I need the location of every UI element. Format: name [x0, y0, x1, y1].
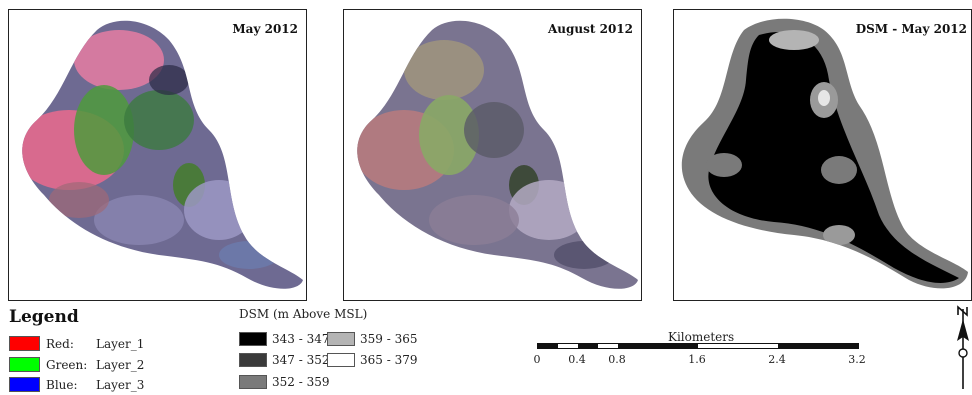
may-2012-image [22, 20, 304, 289]
dsm-swatch [327, 353, 355, 367]
dsm-class-1: 343 - 347 [239, 332, 330, 346]
legend-band-green: Green: Layer_2 [9, 357, 144, 372]
map-panel-dsm-may-2012: DSM - May 2012 [673, 9, 972, 301]
scale-segment [778, 344, 858, 348]
dsm-class-3: 352 - 359 [239, 375, 330, 389]
red-swatch [9, 336, 40, 351]
band-label: Green: [46, 357, 88, 372]
dsm-swatch [327, 332, 355, 346]
dsm-class-4: 359 - 365 [327, 332, 418, 346]
band-value: Layer_1 [96, 336, 145, 351]
panel-title: May 2012 [232, 22, 298, 36]
dsm-class-2: 347 - 352 [239, 353, 330, 367]
blue-swatch [9, 377, 40, 392]
scale-bar-title: Kilometers [668, 330, 735, 344]
band-label: Blue: [46, 377, 78, 392]
scale-segment [558, 344, 578, 348]
north-arrow-icon [955, 305, 971, 395]
scale-segment [578, 344, 598, 348]
scale-segment [698, 344, 778, 348]
scale-bar [537, 343, 859, 349]
band-label: Red: [46, 336, 74, 351]
dsm-range: 343 - 347 [272, 332, 330, 346]
dsm-legend-title: DSM (m Above MSL) [239, 307, 368, 321]
scale-segment [598, 344, 618, 348]
dsm-range: 352 - 359 [272, 375, 330, 389]
map-panel-august-2012: August 2012 [343, 9, 642, 301]
scale-tick-label: 2.4 [768, 353, 786, 366]
dsm-range: 347 - 352 [272, 353, 330, 367]
scale-tick-label: 3.2 [848, 353, 866, 366]
band-value: Layer_3 [96, 377, 145, 392]
panel-title: August 2012 [547, 22, 633, 36]
legend-band-blue: Blue: Layer_3 [9, 377, 144, 392]
scale-tick-label: 1.6 [688, 353, 706, 366]
panel-title: DSM - May 2012 [855, 22, 967, 36]
dsm-range: 359 - 365 [360, 332, 418, 346]
dsm-swatch [239, 375, 267, 389]
scale-segment [538, 344, 558, 348]
green-swatch [9, 357, 40, 372]
legend-band-red: Red: Layer_1 [9, 336, 144, 351]
map-panel-may-2012: May 2012 [8, 9, 307, 301]
scale-tick-label: 0.4 [568, 353, 586, 366]
scale-segment [618, 344, 698, 348]
scale-tick-label: 0 [533, 353, 541, 366]
band-value: Layer_2 [96, 357, 145, 372]
scale-tick-label: 0.8 [608, 353, 626, 366]
dsm-range: 365 - 379 [360, 353, 418, 367]
dsm-swatch [239, 332, 267, 346]
dsm-swatch [239, 353, 267, 367]
dsm-image [681, 18, 969, 289]
august-2012-image [357, 20, 639, 289]
dsm-class-5: 365 - 379 [327, 353, 418, 367]
legend-title: Legend [9, 307, 79, 327]
